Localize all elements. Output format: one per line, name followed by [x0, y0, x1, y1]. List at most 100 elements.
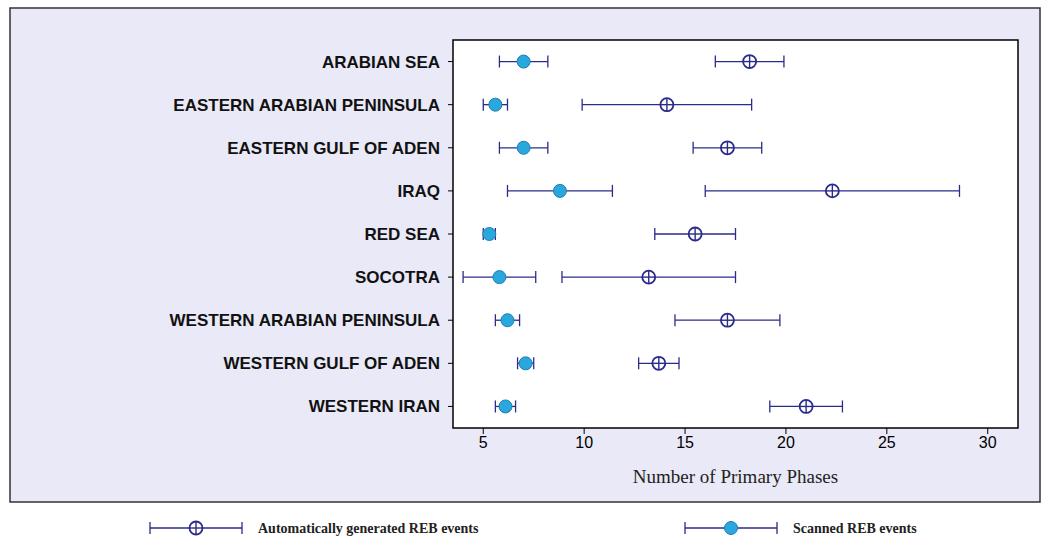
error-bar-cap	[581, 99, 582, 111]
error-bar-cap	[715, 56, 716, 68]
error-bar	[483, 228, 495, 240]
category-label: SOCOTRA	[355, 268, 440, 287]
error-bar-cap	[149, 522, 150, 534]
error-bar	[582, 99, 752, 111]
point	[660, 98, 673, 111]
error-bar-cap	[499, 142, 500, 154]
point	[721, 314, 734, 327]
error-bar-cap	[735, 228, 736, 240]
error-bar-cap	[241, 522, 242, 534]
point	[642, 271, 655, 284]
category-label: WESTERN ARABIAN PENINSULA	[170, 311, 440, 330]
error-bar	[693, 142, 762, 154]
error-bar-cap	[684, 522, 685, 534]
error-bar	[495, 400, 515, 412]
error-bar-cap	[507, 99, 508, 111]
error-bar	[499, 56, 547, 68]
point	[493, 271, 506, 284]
point-cross	[805, 400, 806, 413]
error-bar-cap	[779, 314, 780, 326]
error-bar	[463, 271, 536, 283]
point	[489, 98, 502, 111]
error-bar	[483, 99, 507, 111]
x-tick-label: 20	[777, 434, 795, 451]
plot-marks	[463, 55, 959, 413]
error-bar-cap	[678, 357, 679, 369]
plot-area	[453, 40, 1018, 428]
point-cross	[694, 228, 695, 241]
x-tick-label: 5	[479, 434, 488, 451]
error-bar	[770, 400, 843, 412]
error-bar	[507, 185, 612, 197]
error-bar-cap	[517, 357, 518, 369]
x-axis-label: Number of Primary Phases	[633, 466, 838, 487]
panel	[10, 8, 1040, 502]
category-label: RED SEA	[364, 225, 440, 244]
error-bar	[499, 142, 547, 154]
error-bar	[705, 185, 959, 197]
point	[725, 522, 738, 535]
chart-root: 5 10 15 20 25 30 ARABIAN SEA EASTERN ARABIAN PE…	[0, 0, 1051, 554]
category-label: IRAQ	[398, 182, 441, 201]
error-bar-cap	[959, 185, 960, 197]
error-bar-cap	[674, 314, 675, 326]
point	[501, 314, 514, 327]
error-bar-cap	[735, 271, 736, 283]
error-bar-cap	[842, 400, 843, 412]
error-bar-cap	[561, 271, 562, 283]
legend-entry: Scanned REB events	[685, 521, 917, 536]
category-label: WESTERN GULF OF ADEN	[223, 354, 440, 373]
error-bar	[518, 357, 534, 369]
error-bar-cap	[533, 357, 534, 369]
error-bar	[639, 357, 679, 369]
plot-frame	[453, 40, 1018, 428]
category-label: EASTERN ARABIAN PENINSULA	[173, 96, 440, 115]
point-cross	[727, 141, 728, 154]
error-bar	[675, 314, 780, 326]
error-bar	[685, 522, 777, 534]
category-label: EASTERN GULF OF ADEN	[227, 139, 440, 158]
category-label: ARABIAN SEA	[322, 53, 440, 72]
point	[652, 357, 665, 370]
error-bar-cap	[495, 400, 496, 412]
point-cross	[832, 184, 833, 197]
error-bar-cap	[547, 142, 548, 154]
error-bar-cap	[761, 142, 762, 154]
point-cross	[648, 271, 649, 284]
point	[499, 400, 512, 413]
x-tick-label: 10	[575, 434, 593, 451]
point	[743, 55, 756, 68]
error-bar-cap	[705, 185, 706, 197]
error-bar-cap	[751, 99, 752, 111]
point	[826, 184, 839, 197]
error-bar-cap	[638, 357, 639, 369]
point-cross	[749, 55, 750, 68]
error-bar-cap	[776, 522, 777, 534]
chart: 5 10 15 20 25 30 ARABIAN SEA EASTERN ARABIAN PE…	[0, 0, 1051, 554]
point-cross	[658, 357, 659, 370]
error-bar-cap	[783, 56, 784, 68]
error-bar-cap	[483, 99, 484, 111]
error-bar-cap	[507, 185, 508, 197]
point	[190, 522, 203, 535]
point	[689, 228, 702, 241]
x-tick-label: 30	[979, 434, 997, 451]
error-bar	[655, 228, 736, 240]
error-bar-cap	[462, 271, 463, 283]
point	[800, 400, 813, 413]
error-bar-cap	[515, 400, 516, 412]
category-label: WESTERN IRAN	[309, 397, 440, 416]
point	[721, 141, 734, 154]
x-tick-label: 25	[878, 434, 896, 451]
point-cross	[195, 522, 196, 535]
legend-label: Automatically generated REB events	[258, 521, 479, 536]
error-bar	[495, 314, 519, 326]
error-bar-cap	[769, 400, 770, 412]
point	[553, 184, 566, 197]
error-bar-cap	[612, 185, 613, 197]
error-bar-cap	[519, 314, 520, 326]
x-tick-label: 15	[676, 434, 694, 451]
point	[517, 55, 530, 68]
legend-entry: Automatically generated REB events	[150, 521, 479, 536]
point	[517, 141, 530, 154]
